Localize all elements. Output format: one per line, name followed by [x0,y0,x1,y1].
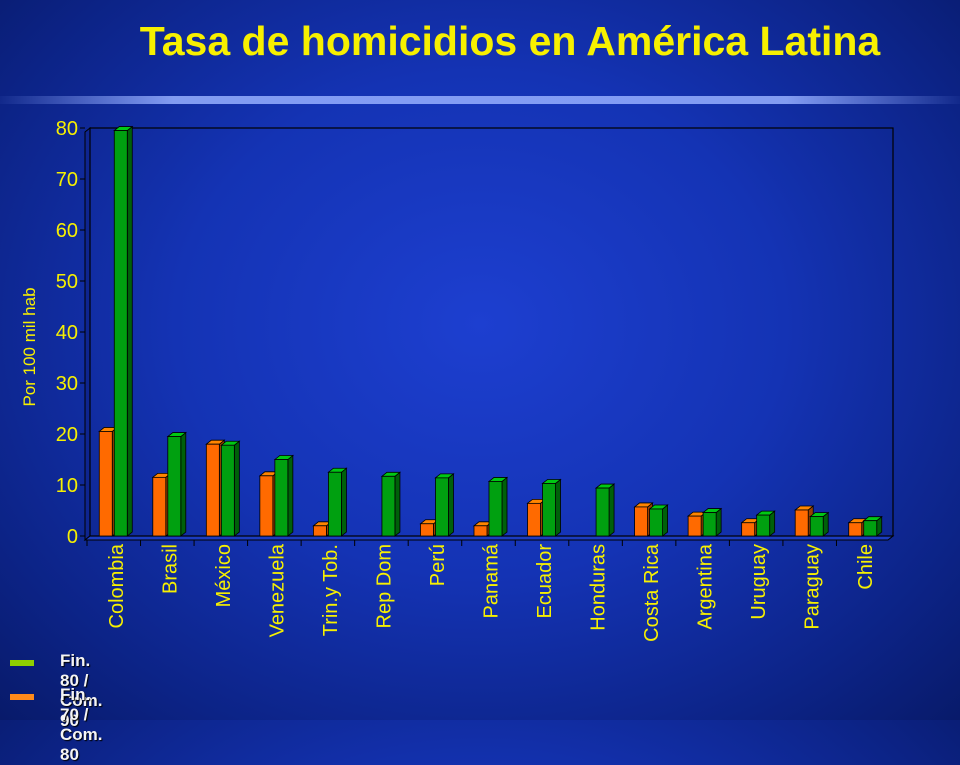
y-tick-label: 70 [56,169,78,191]
y-tick-label: 40 [56,322,78,344]
bar [756,514,771,537]
x-tick-label: Costa Rica [641,543,663,642]
bar-side [608,483,615,537]
bar-side [394,471,401,537]
bar [113,130,128,537]
bar [794,509,809,537]
bar [435,477,449,537]
bar [488,481,503,537]
bar [205,443,220,537]
bar [634,506,648,537]
legend-swatch-90 [10,660,34,666]
bar [809,516,824,537]
y-tick-label: 80 [56,118,78,140]
x-tick-label: Venezuela [266,543,288,637]
y-tick-label: 20 [56,424,78,446]
bar-side [126,125,133,537]
x-tick-label: Brasil [159,544,181,594]
page-title: Tasa de homicidios en América Latina [139,18,881,64]
y-tick-label: 0 [67,526,78,548]
bar [542,483,556,537]
x-tick-label: Uruguay [748,544,770,620]
bar [98,431,113,537]
legend-swatch-80 [10,694,34,700]
x-tick-label: Paraguay [802,544,824,630]
bar-side [287,454,294,537]
bar-side [340,467,347,537]
x-tick-label: Rep Dom [373,544,395,628]
legend-label-80: Fin. 70 / Com. 80 [60,685,103,764]
bar-side [501,476,508,537]
bar [848,522,863,537]
bar [527,502,541,537]
bar [741,522,756,537]
x-tick-label: Colombia [106,543,128,628]
x-tick-label: Chile [855,544,877,590]
y-tick-label: 50 [56,271,78,293]
bar [312,525,327,537]
bar [381,475,396,537]
bar [274,459,289,537]
y-axis-title: Por 100 mil hab [20,287,39,406]
x-tick-label: Perú [427,544,449,586]
x-tick-label: Trin.y Tob. [320,544,342,636]
bar [220,444,235,537]
bar-chart: 0 10 20 30 40 50 60 70 80 Por 100 mil hab Colombia… [20,118,895,642]
x-tick-label: Honduras [588,544,610,631]
bar-side [715,507,722,537]
x-tick-label: Argentina [695,543,717,629]
bar [687,515,702,537]
y-tick-label: 10 [56,475,78,497]
bar [420,523,434,537]
bar-side [233,440,240,537]
bar-side [180,431,187,537]
bar [259,475,274,537]
plot-left-wall [84,126,91,542]
bar-side [448,473,454,537]
bar [327,471,342,537]
bar [152,476,167,537]
x-tick-label: México [213,544,235,607]
bar [702,512,717,537]
bar [595,487,610,537]
title-divider [0,96,960,104]
bar [167,436,182,537]
legend-label-90: Fin. 80 / Com. 90 [60,651,103,730]
bar [473,525,488,537]
bar [649,508,663,537]
bar-side [662,504,668,537]
x-tick-label: Panamá [481,543,503,618]
y-tick-label: 30 [56,373,78,395]
bar [863,520,878,537]
x-tick-label: Ecuador [534,544,556,619]
bar-side [555,478,561,537]
y-tick-label: 60 [56,220,78,242]
